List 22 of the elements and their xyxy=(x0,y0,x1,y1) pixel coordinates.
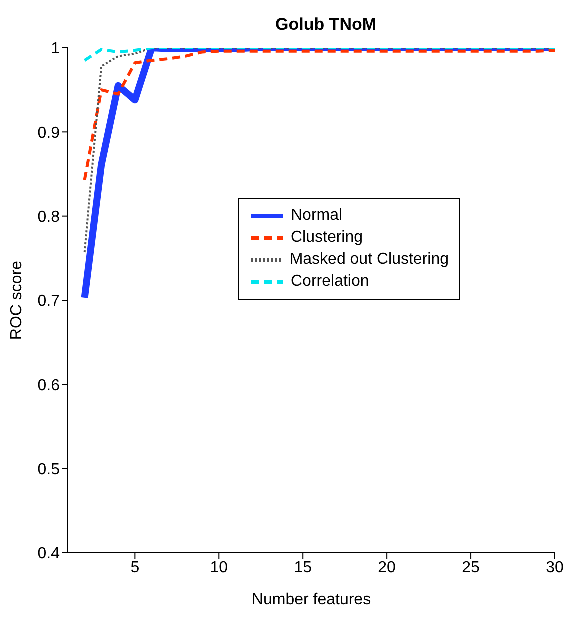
legend-label: Masked out Clustering xyxy=(290,251,449,269)
legend-label: Correlation xyxy=(291,273,370,291)
y-tick-label: 0.9 xyxy=(38,124,60,142)
y-axis-title: ROC score xyxy=(8,260,26,340)
line-series xyxy=(83,48,555,62)
line-series xyxy=(83,49,555,182)
y-tick-label: 0.7 xyxy=(38,293,60,310)
x-tick-label: 20 xyxy=(378,559,396,576)
y-tick-label: 0.6 xyxy=(38,377,60,394)
y-tick-label: 0.4 xyxy=(38,546,60,563)
x-tick-label: 5 xyxy=(130,559,140,576)
y-tick-label: 0.8 xyxy=(38,209,60,226)
x-tick-label: 15 xyxy=(294,559,312,576)
chart-title: Golub TNoM xyxy=(275,15,377,34)
x-tick-label: 25 xyxy=(462,559,480,576)
y-tick-label: 1 xyxy=(51,40,60,58)
x-axis-title: Number features xyxy=(252,591,372,608)
legend-label: Clustering xyxy=(291,229,364,247)
legend-label: Normal xyxy=(291,207,343,225)
y-tick-label: 0.5 xyxy=(38,462,60,479)
x-tick-label: 30 xyxy=(546,559,564,576)
x-tick-label: 10 xyxy=(210,559,228,576)
